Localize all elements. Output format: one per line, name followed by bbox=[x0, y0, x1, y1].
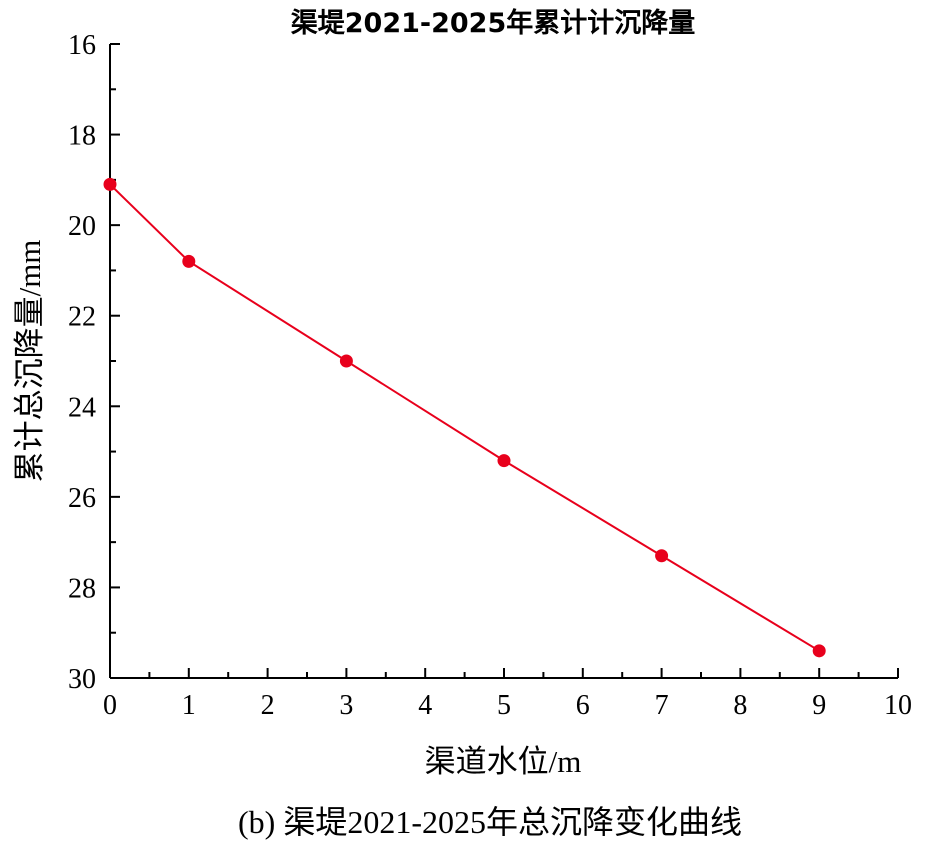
x-axis-label: 渠道水位/m bbox=[425, 744, 582, 779]
y-tick-label: 18 bbox=[68, 121, 96, 152]
y-tick-label: 30 bbox=[68, 664, 96, 695]
y-axis: 16 18 20 22 24 26 28 30 bbox=[68, 30, 120, 695]
x-tick-label: 10 bbox=[884, 690, 912, 721]
x-tick-label: 9 bbox=[812, 690, 826, 721]
x-tick-label: 4 bbox=[418, 690, 432, 721]
chart-caption: (b) 渠堤2021-2025年总沉降变化曲线 bbox=[238, 804, 742, 840]
data-point bbox=[339, 354, 353, 368]
x-tick-label: 0 bbox=[103, 690, 117, 721]
data-point bbox=[812, 644, 826, 658]
data-point bbox=[655, 549, 669, 563]
x-axis: 0 1 2 3 4 5 6 7 8 9 10 bbox=[103, 668, 912, 721]
y-tick-label: 26 bbox=[68, 483, 96, 514]
y-tick-label: 20 bbox=[68, 211, 96, 242]
x-tick-label: 2 bbox=[261, 690, 275, 721]
y-tick-label: 24 bbox=[68, 392, 96, 423]
y-tick-label: 22 bbox=[68, 302, 96, 333]
x-tick-label: 5 bbox=[497, 690, 511, 721]
chart-title: 渠堤2021-2025年累计计沉降量 bbox=[291, 7, 696, 39]
x-tick-label: 3 bbox=[339, 690, 353, 721]
y-axis-label: 累计总沉降量/mm bbox=[12, 240, 47, 483]
y-tick-label: 16 bbox=[68, 30, 96, 61]
data-point bbox=[182, 254, 196, 268]
x-tick-label: 7 bbox=[655, 690, 669, 721]
series-line bbox=[109, 183, 820, 652]
x-tick-label: 1 bbox=[182, 690, 196, 721]
series-line-group bbox=[103, 177, 826, 658]
x-tick-label: 6 bbox=[576, 690, 590, 721]
x-tick-label: 8 bbox=[733, 690, 747, 721]
data-point bbox=[103, 177, 117, 191]
data-point bbox=[497, 454, 511, 468]
y-tick-label: 28 bbox=[68, 573, 96, 604]
